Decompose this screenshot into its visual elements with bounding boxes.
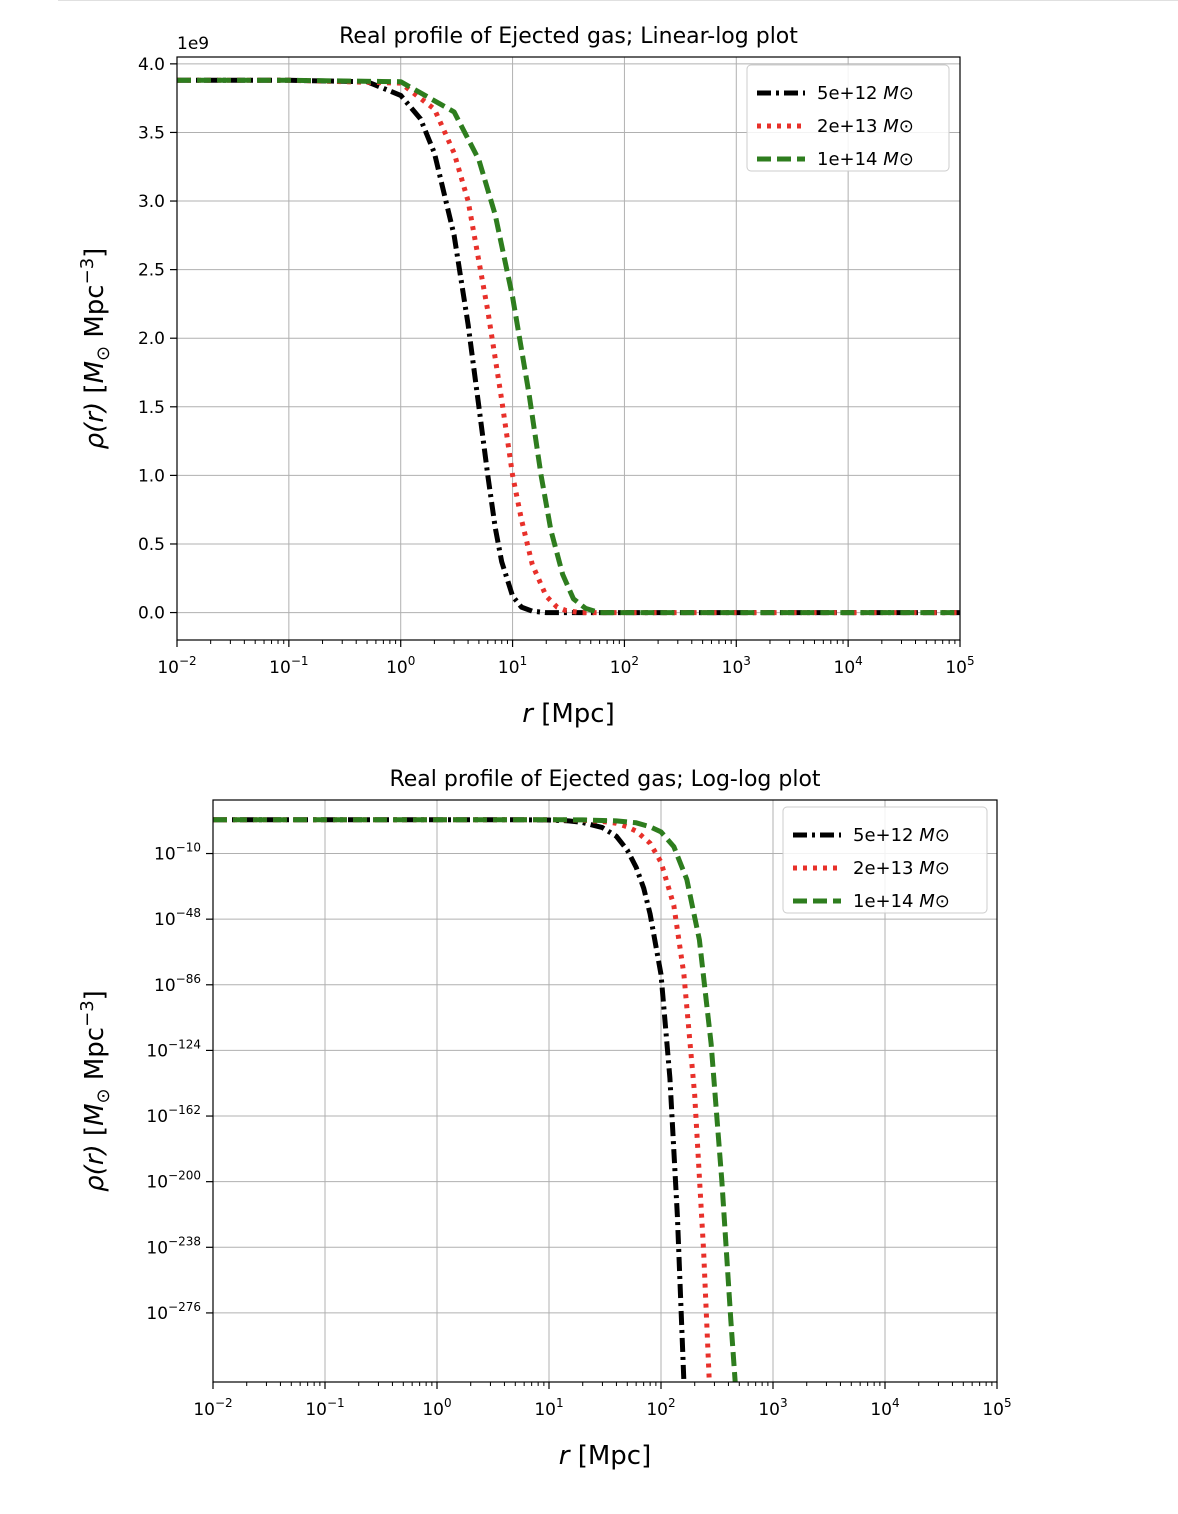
x-axis-label: r [Mpc]: [522, 699, 615, 729]
notebook-divider: [58, 0, 1178, 1]
y-tick-label: 10−162: [146, 1103, 201, 1127]
x-tick-label: 101: [498, 654, 527, 678]
x-tick-label: 105: [982, 1396, 1011, 1420]
series-line-2: [177, 77, 960, 616]
series-group: [213, 817, 738, 1382]
x-tick-label: 102: [646, 1396, 675, 1420]
legend-entry: 2e+13 M⊙: [817, 116, 914, 137]
legend-entry: 1e+14 M⊙: [817, 149, 914, 170]
y-tick-label: 10−10: [154, 841, 201, 865]
x-tick-label: 105: [945, 654, 974, 678]
x-tick-label: 100: [422, 1396, 451, 1420]
y-offset-label: 1e9: [177, 34, 209, 54]
y-tick-label: 4.0: [138, 55, 165, 75]
legend: 5e+12 M⊙ 2e+13 M⊙ 1e+14 M⊙: [782, 806, 988, 914]
y-tick-label: 3.5: [138, 123, 165, 143]
grid: [176, 57, 961, 640]
x-axis-label: r [Mpc]: [559, 1441, 652, 1471]
chart-title: Real profile of Ejected gas; Log-log plo…: [389, 767, 820, 792]
x-tick-label: 102: [610, 654, 639, 678]
x-tick-label: 101: [534, 1396, 563, 1420]
x-tick-label: 10−2: [193, 1396, 232, 1420]
y-tick-label: 10−86: [154, 972, 201, 996]
linear-log-chart: Real profile of Ejected gas; Linear-log …: [77, 24, 975, 729]
plot-frame: [212, 799, 998, 1383]
y-axis-label: ρ(r) [M⊙ Mpc−3]: [77, 248, 114, 450]
x-tick-label: 10−1: [269, 654, 308, 678]
y-tick-label: 0.0: [138, 604, 165, 624]
series-line-1: [213, 817, 712, 1382]
y-tick-label: 3.0: [138, 192, 165, 212]
x-tick-label: 10−2: [157, 654, 196, 678]
x-tick-label: 100: [386, 654, 415, 678]
series-line-0: [177, 77, 960, 616]
log-log-chart: Real profile of Ejected gas; Log-log plo…: [77, 767, 1012, 1471]
y-tick-label: 1.0: [138, 466, 165, 486]
legend-entry: 5e+12 M⊙: [817, 83, 914, 104]
y-tick-label: 10−48: [154, 906, 201, 930]
series-line-2: [213, 817, 738, 1382]
y-tick-label: 2.0: [138, 329, 165, 349]
x-tick-label: 103: [758, 1396, 787, 1420]
chart-title: Real profile of Ejected gas; Linear-log …: [339, 24, 798, 49]
x-tick-label: 103: [722, 654, 751, 678]
grid: [212, 800, 998, 1382]
legend: 5e+12 M⊙ 2e+13 M⊙ 1e+14 M⊙: [746, 64, 950, 172]
legend-entry: 5e+12 M⊙: [853, 825, 950, 846]
legend-entry: 1e+14 M⊙: [853, 891, 950, 912]
y-tick-label: 10−276: [146, 1300, 201, 1324]
y-tick-label: 0.5: [138, 535, 165, 555]
legend-entry: 2e+13 M⊙: [853, 858, 950, 879]
y-tick-label: 10−200: [146, 1169, 201, 1193]
y-tick-label: 10−124: [146, 1037, 201, 1061]
series-line-0: [213, 817, 687, 1382]
plot-frame: [176, 56, 961, 641]
y-tick-label: 1.5: [138, 398, 165, 418]
x-tick-label: 10−1: [305, 1396, 344, 1420]
y-tick-label: 10−238: [146, 1234, 201, 1258]
x-tick-label: 104: [834, 654, 863, 678]
series-line-1: [177, 77, 960, 616]
y-axis-label: ρ(r) [M⊙ Mpc−3]: [77, 990, 114, 1192]
series-group: [177, 77, 960, 616]
x-tick-label: 104: [870, 1396, 899, 1420]
y-tick-label: 2.5: [138, 261, 165, 281]
